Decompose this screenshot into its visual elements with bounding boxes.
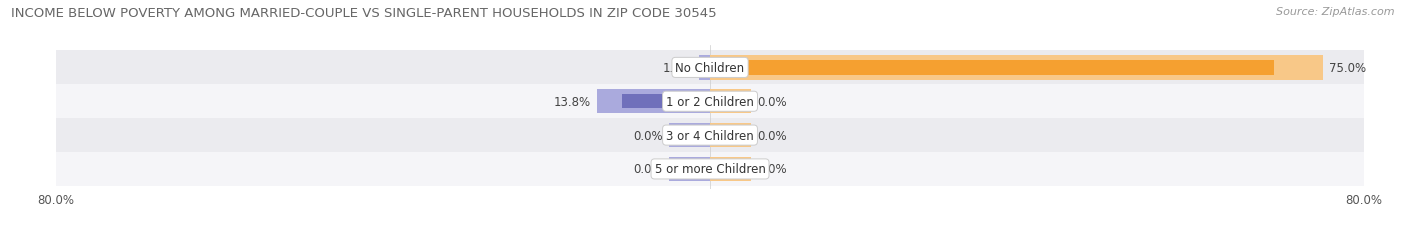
Text: 0.0%: 0.0% — [633, 129, 662, 142]
Bar — [621, 95, 710, 109]
Bar — [678, 128, 710, 143]
Bar — [56, 85, 1364, 119]
Bar — [710, 90, 751, 114]
Text: No Children: No Children — [675, 62, 745, 75]
Text: 1.3%: 1.3% — [664, 62, 693, 75]
Bar — [699, 56, 710, 80]
Bar — [710, 157, 751, 181]
Bar — [56, 119, 1364, 152]
Bar — [710, 162, 748, 176]
Bar — [710, 56, 1323, 80]
Bar — [710, 128, 748, 143]
Bar — [669, 157, 710, 181]
Bar — [56, 152, 1364, 186]
Text: Source: ZipAtlas.com: Source: ZipAtlas.com — [1277, 7, 1395, 17]
Text: 5 or more Children: 5 or more Children — [655, 163, 765, 176]
Text: INCOME BELOW POVERTY AMONG MARRIED-COUPLE VS SINGLE-PARENT HOUSEHOLDS IN ZIP COD: INCOME BELOW POVERTY AMONG MARRIED-COUPL… — [11, 7, 717, 20]
Text: 0.0%: 0.0% — [758, 129, 787, 142]
Text: 13.8%: 13.8% — [554, 95, 591, 108]
Text: 1 or 2 Children: 1 or 2 Children — [666, 95, 754, 108]
Bar — [710, 95, 748, 109]
Text: 0.0%: 0.0% — [758, 95, 787, 108]
Bar — [710, 61, 1274, 75]
Text: 0.0%: 0.0% — [758, 163, 787, 176]
Text: 3 or 4 Children: 3 or 4 Children — [666, 129, 754, 142]
Bar — [56, 51, 1364, 85]
Bar — [598, 90, 710, 114]
Text: 0.0%: 0.0% — [633, 163, 662, 176]
Bar — [669, 123, 710, 148]
Bar — [678, 162, 710, 176]
Text: 75.0%: 75.0% — [1330, 62, 1367, 75]
Bar — [710, 123, 751, 148]
Bar — [702, 61, 710, 75]
